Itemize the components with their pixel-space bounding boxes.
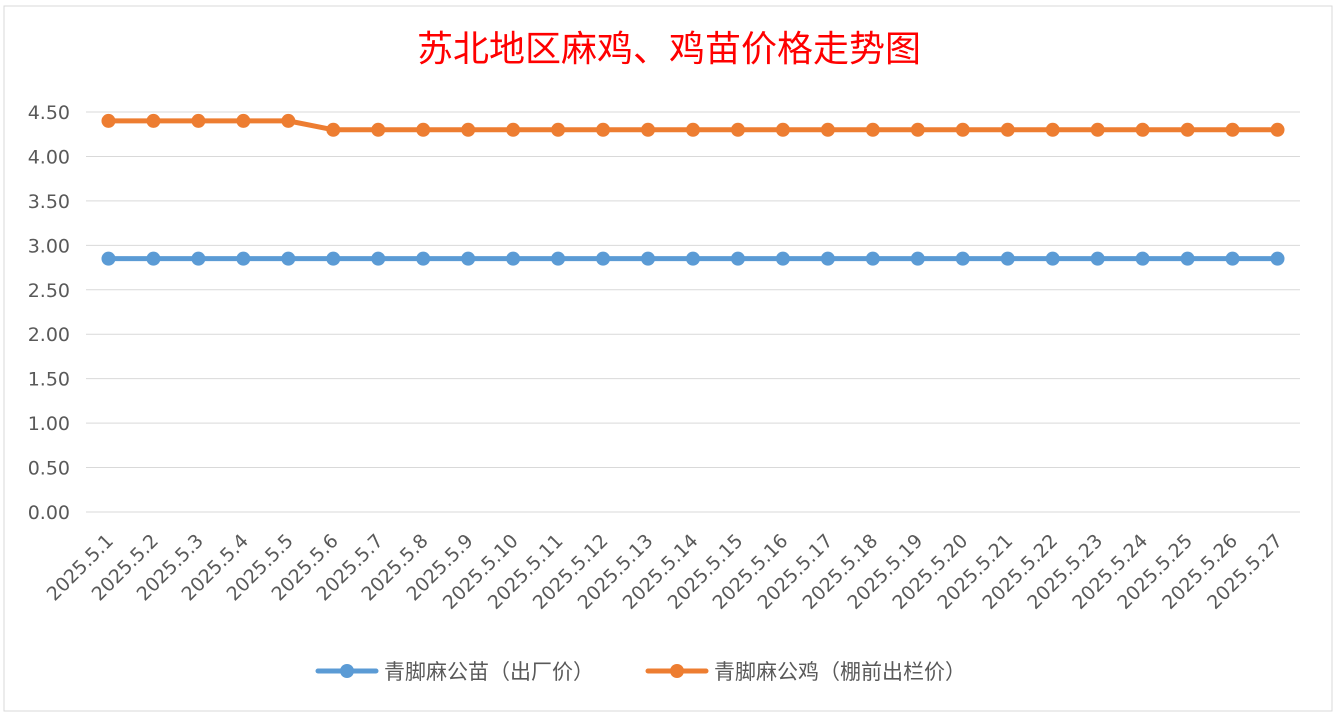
series-0-point xyxy=(641,251,656,266)
series-1-point xyxy=(1270,122,1285,137)
legend-marker-0 xyxy=(340,664,354,678)
series-0-point xyxy=(910,251,925,266)
y-tick-label: 3.00 xyxy=(28,235,70,257)
series-1-point xyxy=(236,113,251,128)
series-1-point xyxy=(1225,122,1240,137)
y-tick-label: 0.00 xyxy=(28,502,70,524)
series-0-point xyxy=(191,251,206,266)
legend-marker-1 xyxy=(670,664,684,678)
series-0-point xyxy=(775,251,790,266)
series-1-point xyxy=(101,113,116,128)
y-tick-label: 0.50 xyxy=(28,458,70,480)
series-1-point xyxy=(820,122,835,137)
series-0-point xyxy=(686,251,700,266)
series-0-point xyxy=(281,251,296,266)
series-0-point xyxy=(1180,251,1195,266)
y-tick-label: 2.50 xyxy=(28,280,70,302)
y-tick-label: 4.50 xyxy=(28,102,70,124)
legend: 青脚麻公苗（出厂价） 青脚麻公鸡（棚前出栏价） xyxy=(315,660,966,684)
series-1-point xyxy=(191,113,206,128)
series-1-point xyxy=(551,122,566,137)
y-tick-label: 1.50 xyxy=(28,369,70,391)
legend-label-0: 青脚麻公苗（出厂价） xyxy=(384,660,594,684)
series-0-point xyxy=(820,251,835,266)
series-1-point xyxy=(146,113,161,128)
series-1-point xyxy=(1180,122,1195,137)
series-0-point xyxy=(371,251,386,266)
y-axis: 0.00 0.50 1.00 1.50 2.00 2.50 3.00 3.50 4.00 4.50 xyxy=(28,102,70,524)
series-1-point xyxy=(281,113,296,128)
series-1-point xyxy=(461,122,476,137)
series-0-point xyxy=(1000,251,1015,266)
legend-label-1: 青脚麻公鸡（棚前出栏价） xyxy=(714,660,966,684)
series-1-point xyxy=(326,122,341,137)
series-1-point xyxy=(955,122,970,137)
series-0-point xyxy=(1045,251,1060,266)
series-0-point xyxy=(596,251,611,266)
series-1-point xyxy=(506,122,521,137)
series-1-point xyxy=(775,122,790,137)
series-1-point xyxy=(686,122,700,137)
series-0-point xyxy=(1225,251,1240,266)
series-0-point xyxy=(1270,251,1285,266)
series-0-point xyxy=(101,251,116,266)
series-0-point xyxy=(416,251,431,266)
series-1-point xyxy=(371,122,386,137)
series-1-point xyxy=(596,122,611,137)
series-1-point xyxy=(1135,122,1150,137)
series-0-point xyxy=(461,251,476,266)
series-0-point xyxy=(551,251,566,266)
series-1-point xyxy=(1045,122,1060,137)
chart-frame xyxy=(3,5,1333,712)
series-0-point xyxy=(865,251,880,266)
grid-lines xyxy=(86,111,1300,513)
series-0-point xyxy=(955,251,970,266)
series-1-point xyxy=(865,122,880,137)
series-group xyxy=(101,113,1285,266)
series-0-point xyxy=(146,251,161,266)
series-1-point xyxy=(1000,122,1015,137)
series-0-point xyxy=(1090,251,1105,266)
series-1-point xyxy=(1090,122,1105,137)
series-0-point xyxy=(730,251,745,266)
series-1-point xyxy=(730,122,745,137)
series-0-point xyxy=(326,251,341,266)
series-0-point xyxy=(506,251,521,266)
series-1-point xyxy=(641,122,656,137)
series-0-point xyxy=(1135,251,1150,266)
chart-title: 苏北地区麻鸡、鸡苗价格走势图 xyxy=(417,29,921,70)
series-1-point xyxy=(910,122,925,137)
y-tick-label: 4.00 xyxy=(28,146,70,168)
y-tick-label: 3.50 xyxy=(28,191,70,213)
series-0-point xyxy=(236,251,251,266)
y-tick-label: 1.00 xyxy=(28,413,70,435)
y-tick-label: 2.00 xyxy=(28,324,70,346)
series-1-point xyxy=(416,122,431,137)
